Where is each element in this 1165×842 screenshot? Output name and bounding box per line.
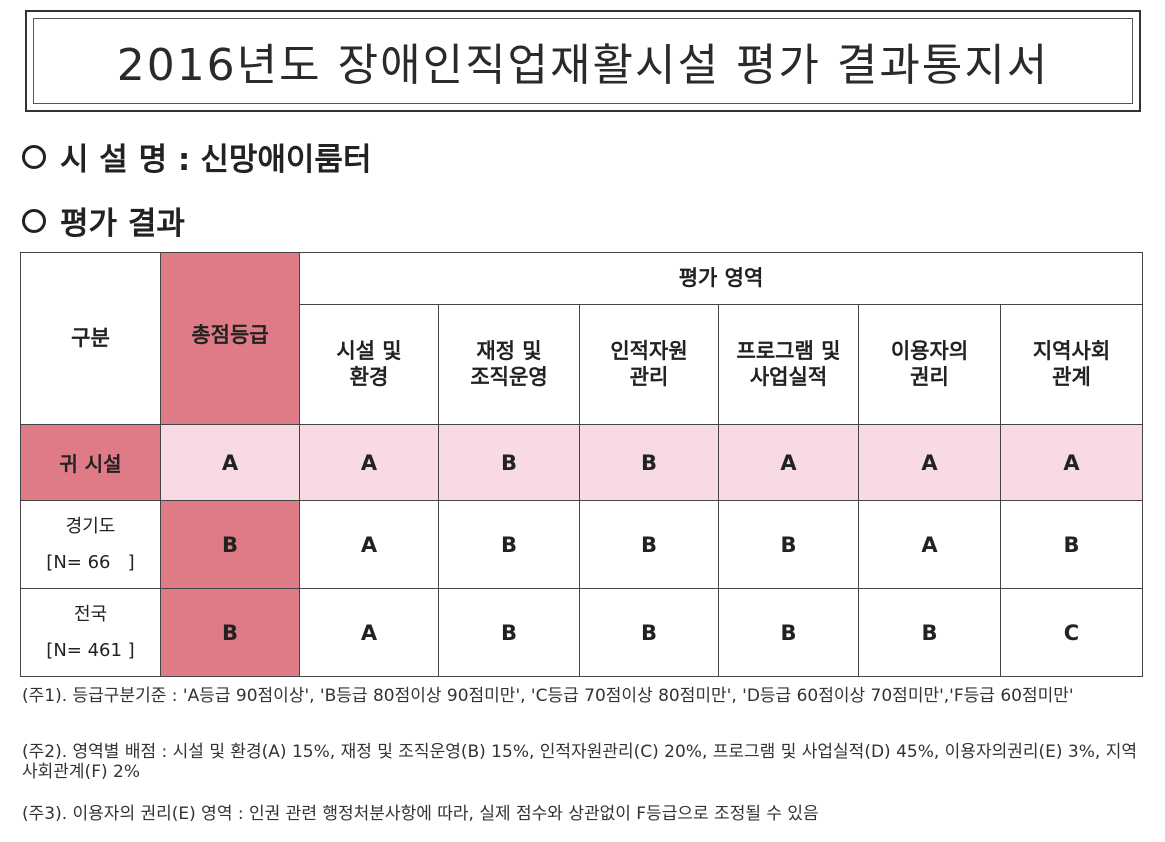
area-header-facility: 시설 및 환경 — [299, 304, 439, 425]
total-grade-cell: B — [160, 588, 300, 677]
note-1: (주1). 등급구분기준 : 'A등급 90점이상', 'B등급 80점이상 9… — [22, 686, 1074, 706]
result-line: 평가 결과 — [22, 198, 185, 243]
circle-bullet-icon — [22, 208, 46, 233]
grade-cell: A — [299, 424, 439, 501]
grade-cell: B — [579, 424, 719, 501]
grade-cell: C — [1000, 588, 1143, 677]
facility-name: 신망애이룸터 — [200, 142, 372, 178]
grade-cell: B — [718, 500, 859, 589]
grade-cell: A — [858, 424, 1001, 501]
area-header: 평가 영역 — [299, 252, 1143, 305]
facility-label: 시 설 명 : — [60, 142, 191, 178]
area-header-community: 지역사회 관계 — [1000, 304, 1143, 425]
grade-cell: A — [299, 500, 439, 589]
grade-cell: B — [858, 588, 1001, 677]
grade-cell: B — [579, 500, 719, 589]
area-header-hr: 인적자원 관리 — [579, 304, 719, 425]
table-row-gyeonggi: 경기도 [N= 66 ] B A B B B A B — [20, 500, 1143, 589]
table-row-national: 전국 [N= 461 ] B A B B B B C — [20, 588, 1143, 677]
note-3: (주3). 이용자의 권리(E) 영역 : 인권 관련 행정처분사항에 따라, … — [22, 804, 819, 824]
grade-cell: A — [718, 424, 859, 501]
title-inner-frame: 2016년도 장애인직업재활시설 평가 결과통지서 — [33, 18, 1133, 104]
row-label: 귀 시설 — [20, 424, 161, 501]
title-box: 2016년도 장애인직업재활시설 평가 결과통지서 — [25, 10, 1141, 112]
grade-cell: A — [299, 588, 439, 677]
note-2: (주2). 영역별 배점 : 시설 및 환경(A) 15%, 재정 및 조직운영… — [22, 742, 1137, 782]
total-grade-cell: A — [160, 424, 300, 501]
area-header-rights: 이용자의 권리 — [858, 304, 1001, 425]
result-label: 평가 결과 — [60, 206, 185, 242]
total-grade-header: 총점등급 — [160, 252, 300, 425]
grade-cell: B — [438, 500, 580, 589]
facility-line: 시 설 명 : 신망애이룸터 — [22, 134, 371, 179]
category-header: 구분 — [20, 252, 161, 425]
grade-cell: B — [1000, 500, 1143, 589]
area-header-finance: 재정 및 조직운영 — [438, 304, 580, 425]
grade-cell: B — [718, 588, 859, 677]
grade-cell: B — [438, 424, 580, 501]
row-label: 경기도 [N= 66 ] — [20, 500, 161, 589]
grade-cell: B — [579, 588, 719, 677]
document-title: 2016년도 장애인직업재활시설 평가 결과통지서 — [116, 40, 1050, 91]
total-grade-cell: B — [160, 500, 300, 589]
evaluation-table: 구분 총점등급 평가 영역 시설 및 환경 재정 및 조직운영 인적자원 관리 프로그… — [20, 252, 1143, 677]
grade-cell: A — [858, 500, 1001, 589]
grade-cell: A — [1000, 424, 1143, 501]
area-header-program: 프로그램 및 사업실적 — [718, 304, 859, 425]
grade-cell: B — [438, 588, 580, 677]
row-label: 전국 [N= 461 ] — [20, 588, 161, 677]
circle-bullet-icon — [22, 144, 46, 169]
table-row-own-facility: 귀 시설 A A B B A A A — [20, 424, 1143, 501]
